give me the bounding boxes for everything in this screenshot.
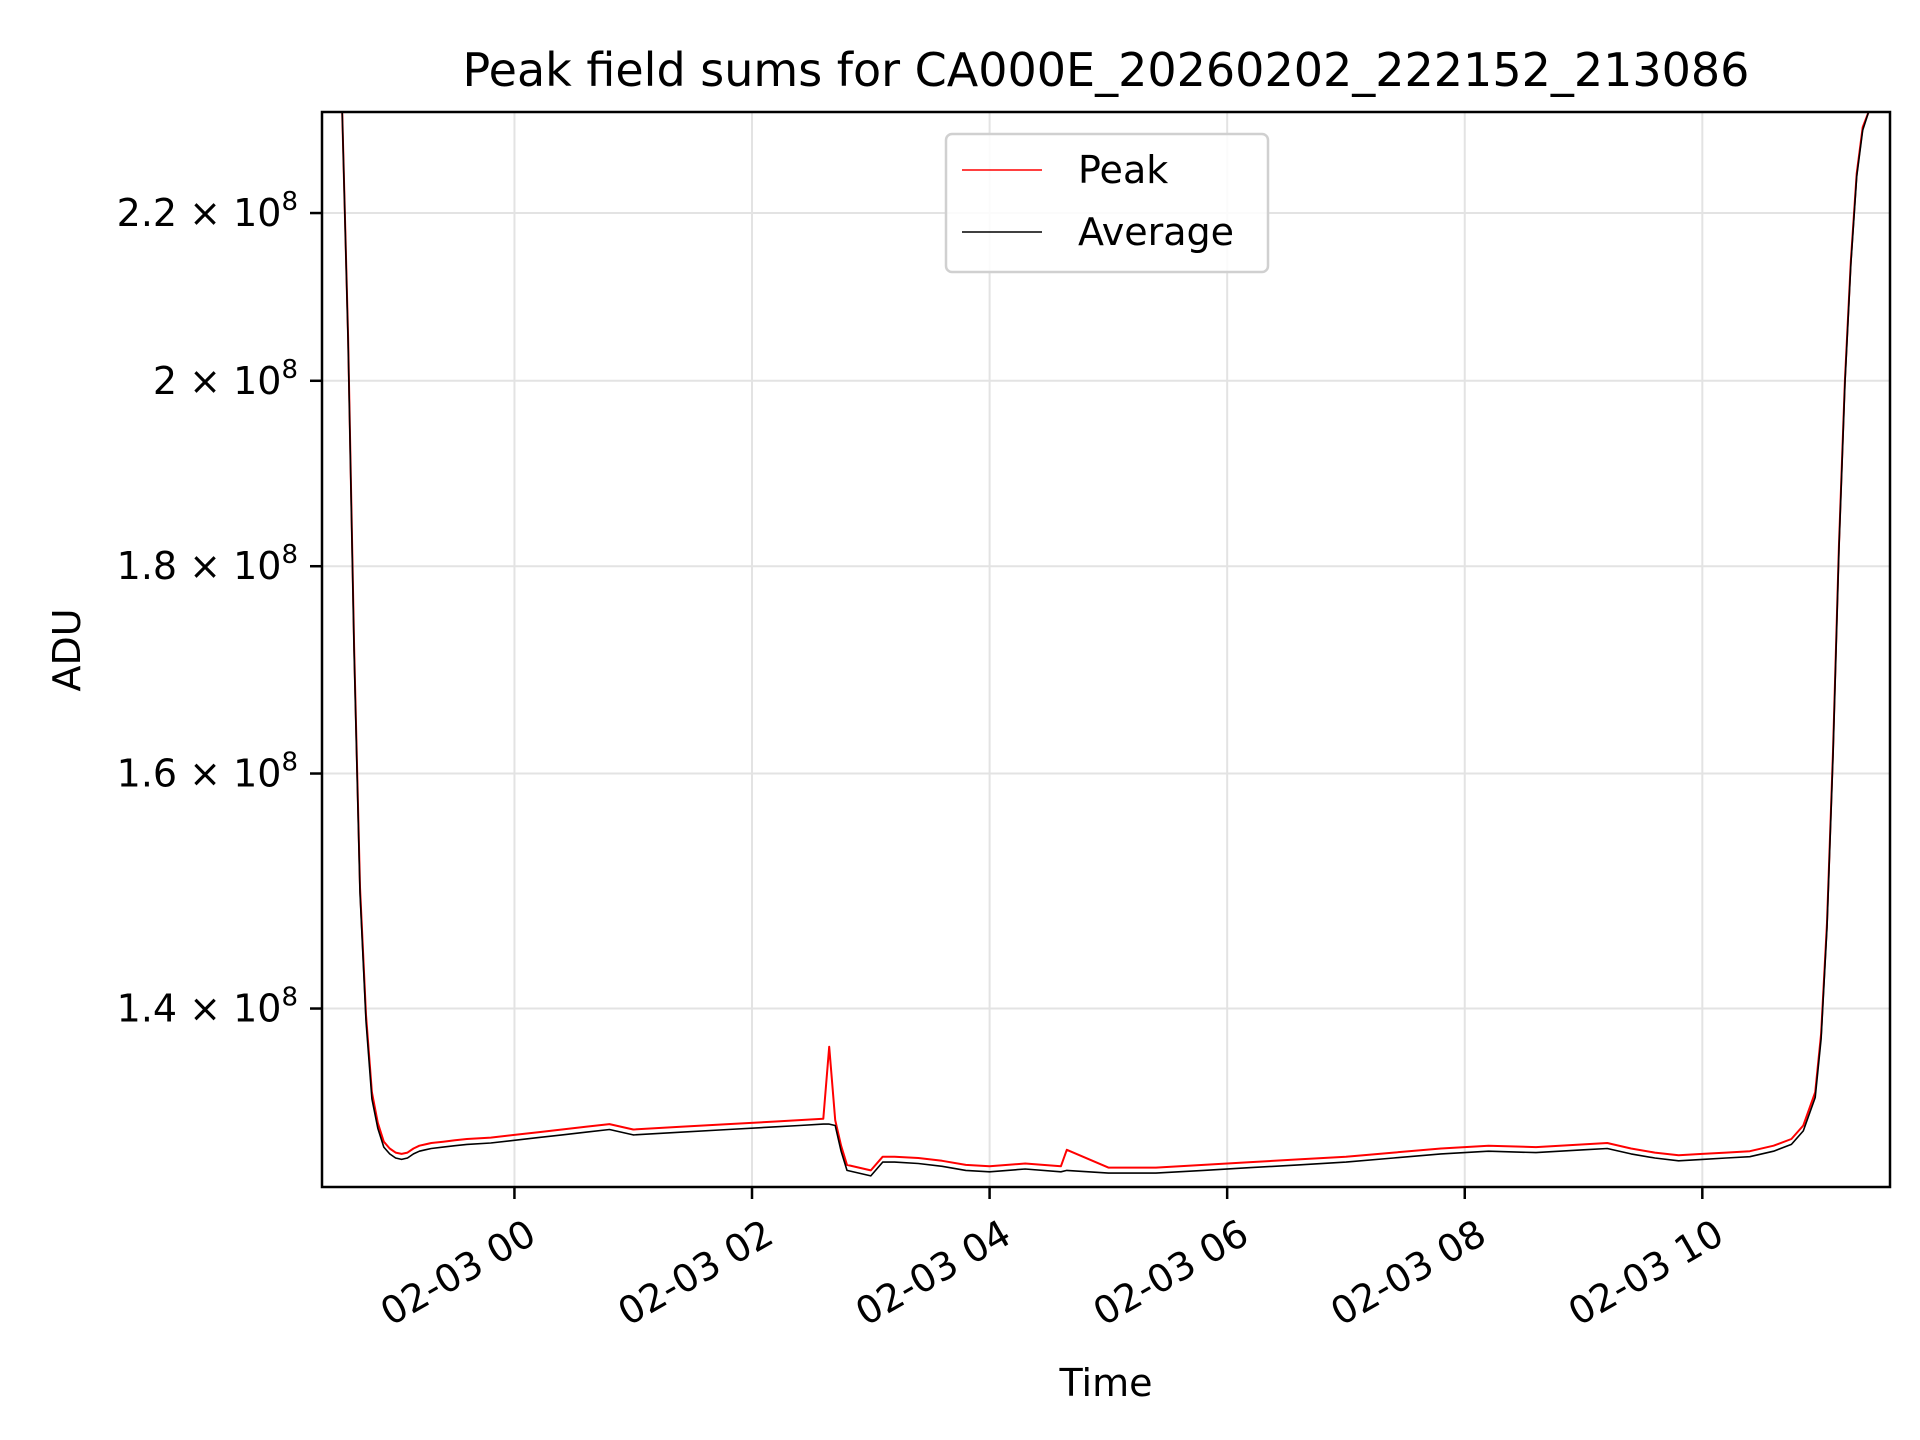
y-tick-mantissa: 2.2: [117, 191, 190, 235]
x-axis-label: Time: [1059, 1361, 1153, 1405]
y-tick-label: 1.4 × 108: [117, 983, 298, 1031]
y-tick-label: 1.6 × 108: [117, 748, 298, 796]
y-tick-mantissa: 2: [153, 359, 189, 403]
legend-label-average: Average: [1078, 210, 1234, 254]
chart-title: Peak field sums for CA000E_20260202_2221…: [463, 43, 1750, 97]
series-layer: [341, 112, 1870, 1177]
y-tick-mantissa: 1.8: [117, 544, 190, 588]
y-tick-exponent: 8: [281, 187, 298, 217]
series-line-peak: [341, 112, 1870, 1172]
y-tick-exponent: 8: [281, 540, 298, 570]
y-tick-base: × 10: [189, 987, 281, 1031]
y-tick-exponent: 8: [281, 983, 298, 1013]
y-tick-base: × 10: [189, 359, 281, 403]
plot-frame: [320, 110, 1892, 1189]
y-tick-label: 1.8 × 108: [117, 540, 298, 588]
y-tick-mantissa: 1.4: [117, 987, 190, 1031]
y-axis-label: ADU: [45, 608, 89, 691]
y-tick-label: 2 × 108: [153, 355, 298, 403]
y-tick-mantissa: 1.6: [117, 752, 190, 796]
y-tick-base: × 10: [189, 752, 281, 796]
legend-label-peak: Peak: [1078, 148, 1168, 192]
y-tick-label: 2.2 × 108: [117, 187, 298, 235]
series-line-average: [341, 112, 1870, 1177]
y-tick-base: × 10: [189, 544, 281, 588]
y-tick-exponent: 8: [281, 355, 298, 385]
legend: Peak Average: [944, 132, 1270, 274]
y-tick-base: × 10: [189, 191, 281, 235]
y-tick-exponent: 8: [281, 748, 298, 778]
legend-box: [944, 132, 1270, 274]
